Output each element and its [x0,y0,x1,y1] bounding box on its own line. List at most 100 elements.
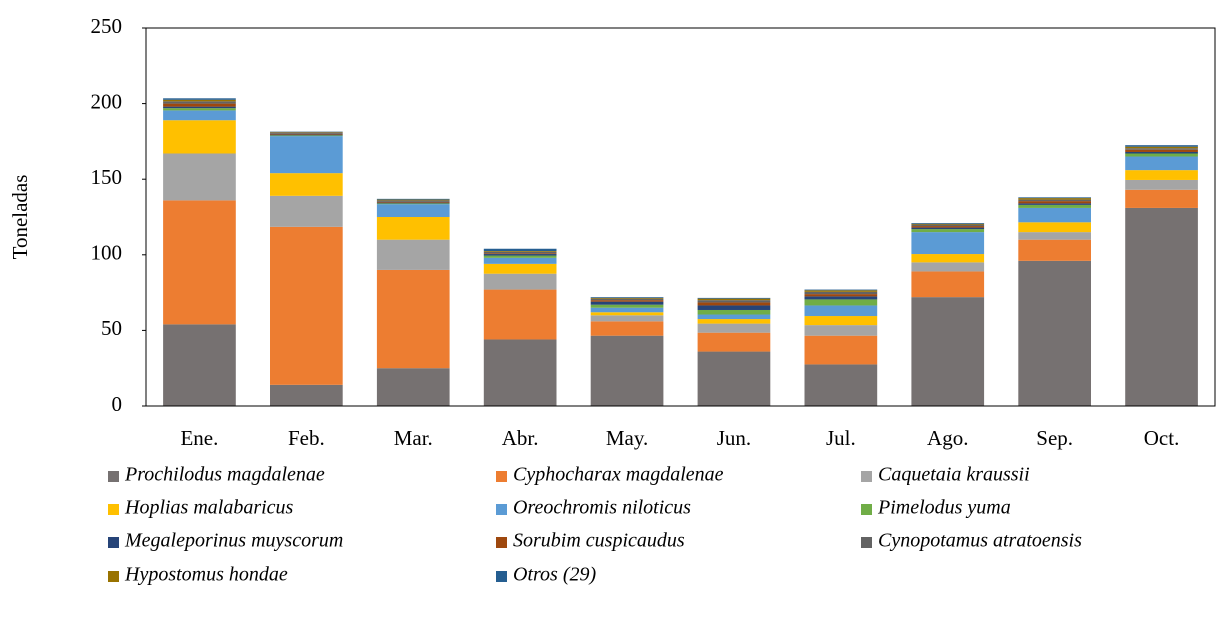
bar-segment [804,296,878,300]
bar-segment [1125,149,1198,152]
bar-segment [163,200,236,325]
bar-segment [804,325,878,336]
legend-label: Cynopotamus atratoensis [878,530,1082,552]
bar-segment [1018,204,1091,208]
y-tick-label: 50 [101,316,122,340]
legend-swatch [861,471,872,482]
bar-segment [163,103,236,107]
bar-segment [1125,148,1198,150]
y-tick-label: 200 [91,89,123,113]
bar-segment [590,315,664,322]
bar-segment [483,251,557,254]
bar-segment [911,254,985,263]
bar-segment [163,153,236,201]
legend-swatch [861,537,872,548]
bar-segment [1125,189,1198,208]
bar-segment [911,262,985,272]
bar-segment [1125,170,1198,180]
bar-segment [163,108,236,111]
bar-segment [590,304,664,308]
bar-segment [163,98,236,100]
bar-segment [483,255,557,258]
bar-segment [804,335,878,365]
bar-segment [376,200,450,202]
bar-segment [1125,145,1198,147]
bar-segment [697,351,771,406]
bar-segment [590,321,664,336]
bar-segment [804,305,878,317]
bar-segment [911,226,985,228]
bar-segment [697,305,771,310]
bar-segment [911,297,985,406]
y-tick-label: 250 [91,14,123,38]
legend-swatch [496,537,507,548]
bar-segment [590,335,664,406]
bar-segment [590,301,664,305]
legend-swatch [496,504,507,515]
bar-segment [804,289,878,291]
bar-segment [590,300,664,302]
legend-swatch [496,471,507,482]
bar-segment [911,223,985,224]
bar-segment [697,309,771,315]
bar-segment [1018,198,1091,200]
bar-segment [483,253,557,255]
bar-segment [1018,199,1091,202]
x-tick-label: Abr. [502,426,539,450]
bar-segment [483,263,557,274]
legend-label: Caquetaia kraussii [878,464,1030,486]
bar-segment [804,299,878,306]
legend-swatch [496,571,507,582]
bar-segment [697,314,771,320]
x-tick-label: Ago. [927,426,968,450]
legend-swatch [108,571,119,582]
bar-segment [911,227,985,230]
bar-segment [804,291,878,295]
bar-segment [1018,260,1091,406]
bar-segment [1018,201,1091,204]
legend-swatch [108,537,119,548]
y-tick-label: 0 [112,392,123,416]
x-tick-label: Oct. [1144,426,1180,450]
bar-segment [483,273,557,290]
bar-segment [1018,203,1091,205]
bar-segment [163,120,236,154]
bar-segment [483,254,557,256]
x-tick-label: Sep. [1036,426,1073,450]
x-tick-label: May. [606,426,648,450]
bar-segment [376,239,450,270]
bar-segment [1125,207,1198,406]
bar-segment [376,202,450,204]
bar-segment [483,251,557,252]
legend-swatch [108,504,119,515]
bar-segment [270,226,343,385]
bar-segment [697,298,771,301]
bar-segment [163,101,236,104]
bar-segment [270,134,343,136]
bar-segment [590,297,664,298]
bar-segment [804,316,878,326]
bar-segment [911,229,985,233]
x-tick-label: Ene. [180,426,218,450]
legend-swatch [108,471,119,482]
legend-label: Prochilodus magdalenae [124,464,325,486]
bar-segment [376,368,450,406]
bar-segment [1018,197,1091,199]
legend-label: Hoplias malabaricus [124,497,294,519]
bar-segment [376,198,450,200]
bar-segment [590,298,664,301]
bar-segment [1125,151,1198,154]
bar-segment [1125,179,1198,190]
bar-segment [911,271,985,298]
bar-segment [804,294,878,297]
bar-segment [483,257,557,264]
y-tick-label: 150 [91,165,123,189]
bar-segment [376,203,450,205]
bar-segment [376,269,450,369]
bar-segment [590,307,664,313]
bar-segment [376,201,450,203]
legend-label: Sorubim cuspicaudus [513,530,685,552]
bar-segment [697,323,771,333]
bar-segment [911,224,985,227]
